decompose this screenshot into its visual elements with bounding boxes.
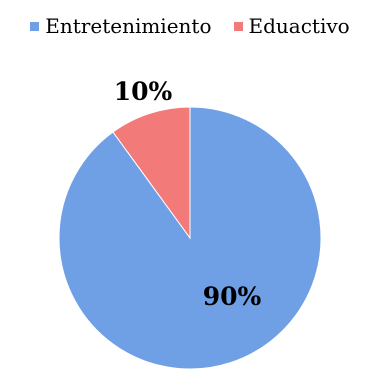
legend-item-entretenimiento: Entretenimiento: [30, 14, 212, 38]
pie-slices: [58, 106, 322, 369]
chart-legend: Entretenimiento Eduactivo: [0, 14, 380, 38]
data-label-eduactivo: 10%: [114, 77, 173, 106]
data-label-entretenimiento: 90%: [203, 282, 262, 311]
legend-swatch-entretenimiento: [30, 21, 40, 31]
pie-slice-eduactivo: [112, 106, 191, 240]
legend-item-eduactivo: Eduactivo: [233, 14, 350, 38]
legend-swatch-eduactivo: [233, 21, 243, 31]
legend-label-eduactivo: Eduactivo: [248, 14, 350, 38]
legend-label-entretenimiento: Entretenimiento: [45, 14, 212, 38]
